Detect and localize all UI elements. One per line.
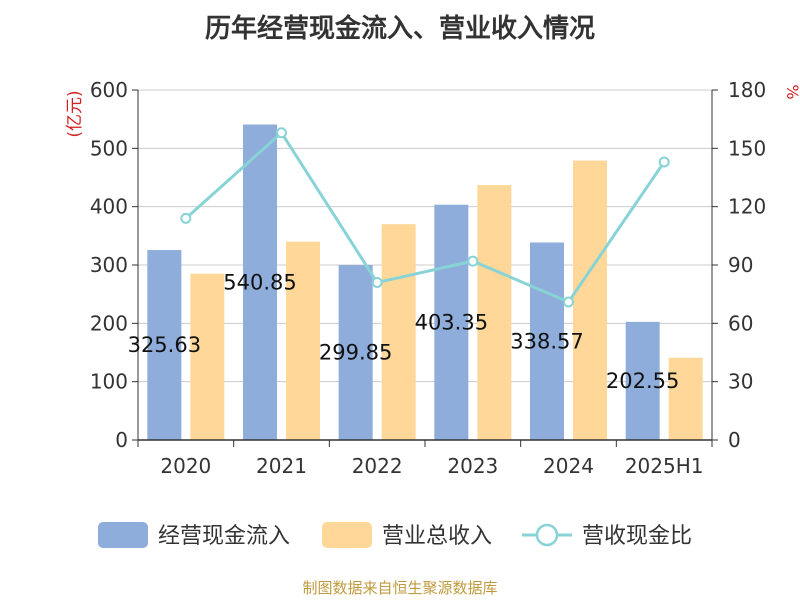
y-right-tick-label: 180: [728, 78, 766, 102]
data-source: 制图数据来自恒生聚源数据库: [0, 577, 800, 598]
y-left-tick-label: 0: [115, 428, 128, 452]
y-left-tick-label: 500: [90, 136, 128, 160]
y-right-tick-label: 150: [728, 136, 766, 160]
y-right-tick-label: 30: [728, 370, 753, 394]
y-right-tick-label: 60: [728, 311, 753, 335]
y-right-tick-label: 120: [728, 195, 766, 219]
line-point: [660, 157, 669, 166]
data-label-cash-inflow: 325.63: [128, 333, 201, 357]
y-left-tick-label: 400: [90, 195, 128, 219]
y-right-unit: %: [783, 84, 800, 99]
y-left-unit: (亿元): [65, 90, 85, 137]
line-point: [277, 128, 286, 137]
x-tick-label: 2021: [256, 454, 307, 478]
data-label-cash-inflow: 338.57: [510, 329, 583, 353]
y-left-tick-label: 100: [90, 370, 128, 394]
x-tick-label: 2025H1: [625, 454, 704, 478]
data-label-cash-inflow: 403.35: [415, 310, 488, 334]
legend-label-ratio: 营收现金比: [582, 524, 692, 549]
x-tick-label: 2022: [352, 454, 403, 478]
legend-marker-ratio: [537, 525, 557, 545]
line-point: [468, 257, 477, 266]
data-label-cash-inflow: 540.85: [223, 270, 296, 294]
legend-swatch-cash-inflow: [98, 522, 148, 548]
line-point: [181, 214, 190, 223]
y-left-tick-label: 600: [90, 78, 128, 102]
y-right-tick-label: 90: [728, 253, 753, 277]
y-left-tick-label: 200: [90, 311, 128, 335]
legend-swatch-revenue: [322, 522, 372, 548]
y-left-tick-label: 300: [90, 253, 128, 277]
legend-label-cash-inflow: 经营现金流入: [158, 524, 290, 549]
line-point: [564, 297, 573, 306]
x-tick-label: 2020: [160, 454, 211, 478]
bar-revenue: [382, 224, 416, 440]
y-right-tick-label: 0: [728, 428, 741, 452]
legend-label-revenue: 营业总收入: [382, 524, 492, 549]
line-point: [373, 278, 382, 287]
bar-revenue: [573, 161, 607, 440]
data-label-cash-inflow: 299.85: [319, 341, 392, 365]
data-label-cash-inflow: 202.55: [606, 369, 679, 393]
x-tick-label: 2023: [447, 454, 498, 478]
x-tick-label: 2024: [543, 454, 594, 478]
